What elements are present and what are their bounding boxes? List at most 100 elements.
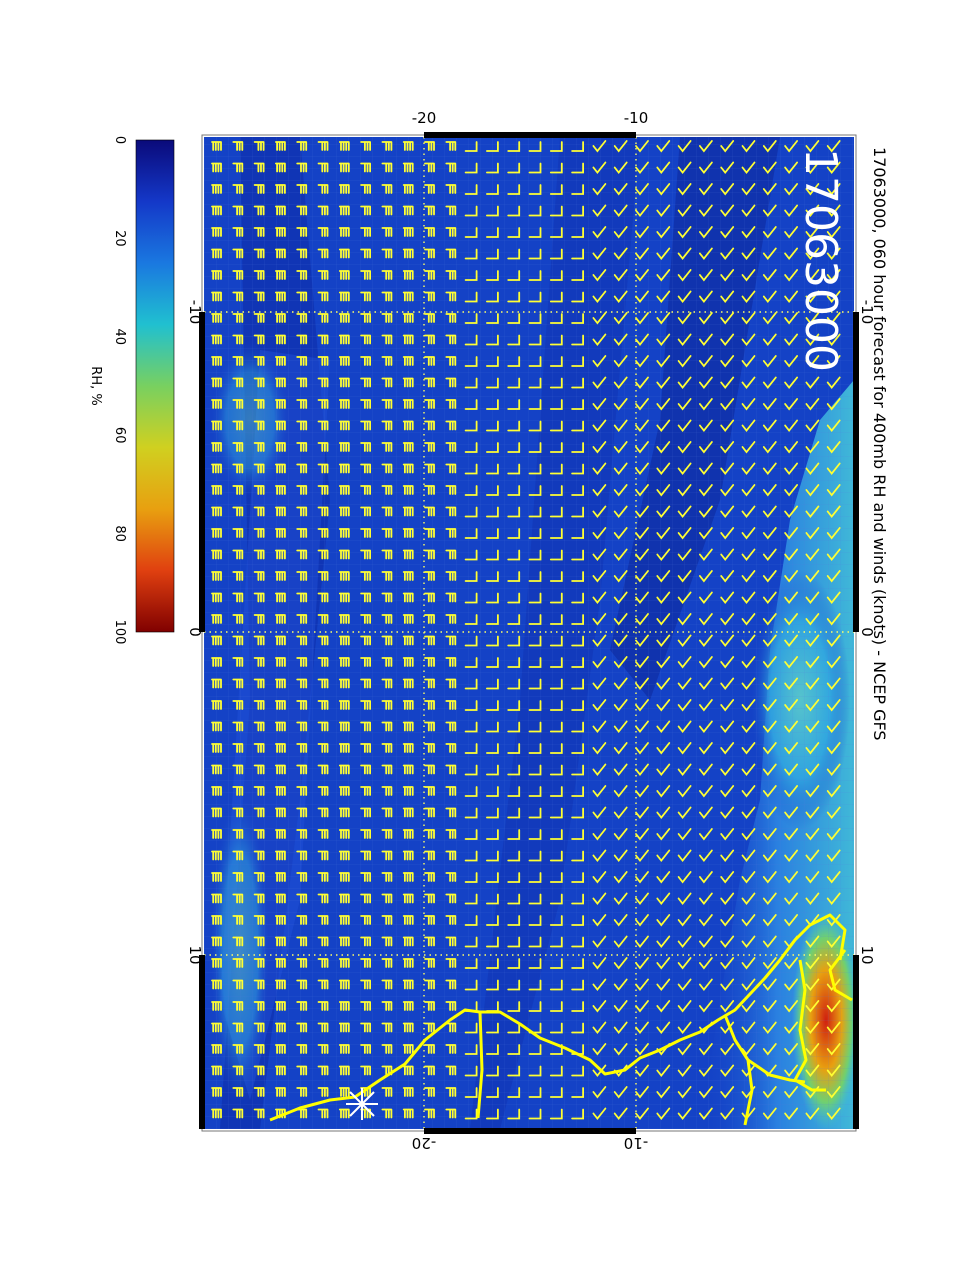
- wind-barb-icon: [805, 247, 820, 260]
- wind-barb-icon: [253, 205, 265, 216]
- wind-barb-icon: [381, 528, 393, 538]
- wind-barb-icon: [464, 958, 478, 969]
- wind-barb-icon: [741, 634, 756, 647]
- wind-barb-icon: [253, 872, 265, 882]
- wind-barb-icon: [338, 141, 350, 151]
- wind-barb-icon: [699, 720, 713, 733]
- wind-barb-icon: [424, 485, 435, 495]
- wind-barb-icon: [699, 742, 713, 755]
- wind-barb-icon: [656, 1086, 671, 1099]
- wind-barb-icon: [720, 892, 735, 905]
- wind-barb-icon: [656, 634, 671, 647]
- wind-barb-icon: [424, 764, 435, 775]
- wind-barb-icon: [275, 678, 286, 689]
- wind-barb-icon: [424, 743, 435, 753]
- wind-barb-icon: [381, 549, 393, 560]
- wind-barb-icon: [549, 227, 563, 238]
- wind-barb-icon: [402, 614, 414, 624]
- wind-barb-icon: [613, 892, 628, 905]
- wind-barb-icon: [699, 1086, 713, 1099]
- wind-barb-icon: [445, 700, 457, 710]
- wind-barb-icon: [571, 291, 584, 303]
- wind-barb-icon: [635, 656, 649, 669]
- wind-barb-icon: [464, 227, 478, 238]
- wind-barb-icon: [571, 356, 584, 367]
- wind-barb-icon: [486, 850, 499, 862]
- wind-barb-icon: [507, 549, 521, 561]
- wind-barb-icon: [317, 184, 329, 194]
- wind-barb-icon: [699, 548, 713, 561]
- wind-barb-icon: [826, 634, 841, 647]
- wind-barb-icon: [592, 312, 607, 325]
- wind-barb-icon: [762, 935, 777, 948]
- wind-barb-icon: [232, 399, 244, 409]
- wind-barb-icon: [592, 527, 607, 540]
- wind-barb-icon: [445, 678, 457, 689]
- wind-barb-icon: [381, 463, 393, 474]
- wind-barb-icon: [424, 872, 435, 882]
- wind-barb-icon: [253, 678, 265, 689]
- wind-barb-icon: [528, 1087, 542, 1098]
- wind-barb-icon: [424, 1001, 435, 1011]
- wind-barb-icon: [360, 764, 371, 775]
- wind-barb-icon: [677, 183, 692, 196]
- wind-barb-icon: [275, 958, 286, 968]
- wind-barb-icon: [296, 356, 308, 366]
- wind-barb-icon: [762, 548, 777, 561]
- wind-barb-icon: [528, 958, 542, 969]
- wind-barb-icon: [699, 1043, 713, 1056]
- wind-barb-icon: [275, 377, 286, 388]
- wind-barb-icon: [360, 1022, 371, 1033]
- wind-barb-icon: [296, 979, 308, 990]
- wind-barb-icon: [762, 441, 777, 454]
- wind-barb-icon: [338, 205, 350, 216]
- wind-barb-icon: [784, 183, 798, 196]
- wind-barb-icon: [402, 721, 414, 732]
- wind-barb-icon: [464, 248, 478, 260]
- wind-barb-icon: [211, 141, 222, 151]
- wind-barb-icon: [549, 872, 563, 883]
- wind-barb-icon: [762, 161, 777, 174]
- wind-barb-icon: [381, 1108, 393, 1119]
- wind-barb-icon: [613, 462, 628, 475]
- wind-barb-icon: [402, 807, 414, 818]
- wind-barb-icon: [613, 1043, 628, 1056]
- wind-barb-icon: [762, 1086, 777, 1099]
- wind-barb-icon: [232, 614, 244, 624]
- wind-barb-icon: [571, 893, 584, 905]
- wind-barb-icon: [232, 377, 244, 388]
- wind-barb-icon: [402, 356, 414, 366]
- wind-barb-icon: [296, 915, 308, 925]
- lon-tick-bottom: -20: [412, 1134, 437, 1152]
- wind-barb-icon: [635, 484, 649, 497]
- wind-barb-icon: [677, 161, 692, 174]
- wind-barb-icon: [656, 333, 671, 346]
- wind-barb-icon: [232, 764, 244, 775]
- wind-barb-icon: [677, 1021, 692, 1034]
- wind-barb-icon: [656, 484, 671, 497]
- wind-barb-icon: [381, 227, 393, 237]
- wind-barb-icon: [635, 355, 649, 368]
- wind-barb-icon: [275, 463, 286, 474]
- wind-barb-icon: [360, 872, 371, 882]
- wind-barb-icon: [592, 892, 607, 905]
- wind-barb-icon: [464, 1044, 478, 1055]
- wind-barb-icon: [424, 893, 435, 904]
- wind-barb-icon: [656, 527, 671, 540]
- wind-barb-icon: [275, 248, 286, 259]
- wind-barb-icon: [338, 915, 350, 925]
- wind-barb-icon: [507, 850, 521, 862]
- wind-barb-icon: [275, 1044, 286, 1054]
- wind-barb-icon: [762, 527, 777, 540]
- wind-barb-icon: [549, 915, 563, 926]
- wind-barb-icon: [445, 958, 457, 968]
- wind-barb-icon: [805, 140, 820, 153]
- wind-barb-icon: [275, 184, 286, 194]
- wind-barb-icon: [592, 699, 607, 712]
- wind-barb-icon: [402, 442, 414, 452]
- wind-barb-icon: [424, 227, 435, 237]
- wind-barb-icon: [677, 140, 692, 153]
- wind-barb-icon: [741, 806, 756, 819]
- wind-barb-icon: [528, 657, 542, 668]
- wind-barb-icon: [486, 205, 499, 217]
